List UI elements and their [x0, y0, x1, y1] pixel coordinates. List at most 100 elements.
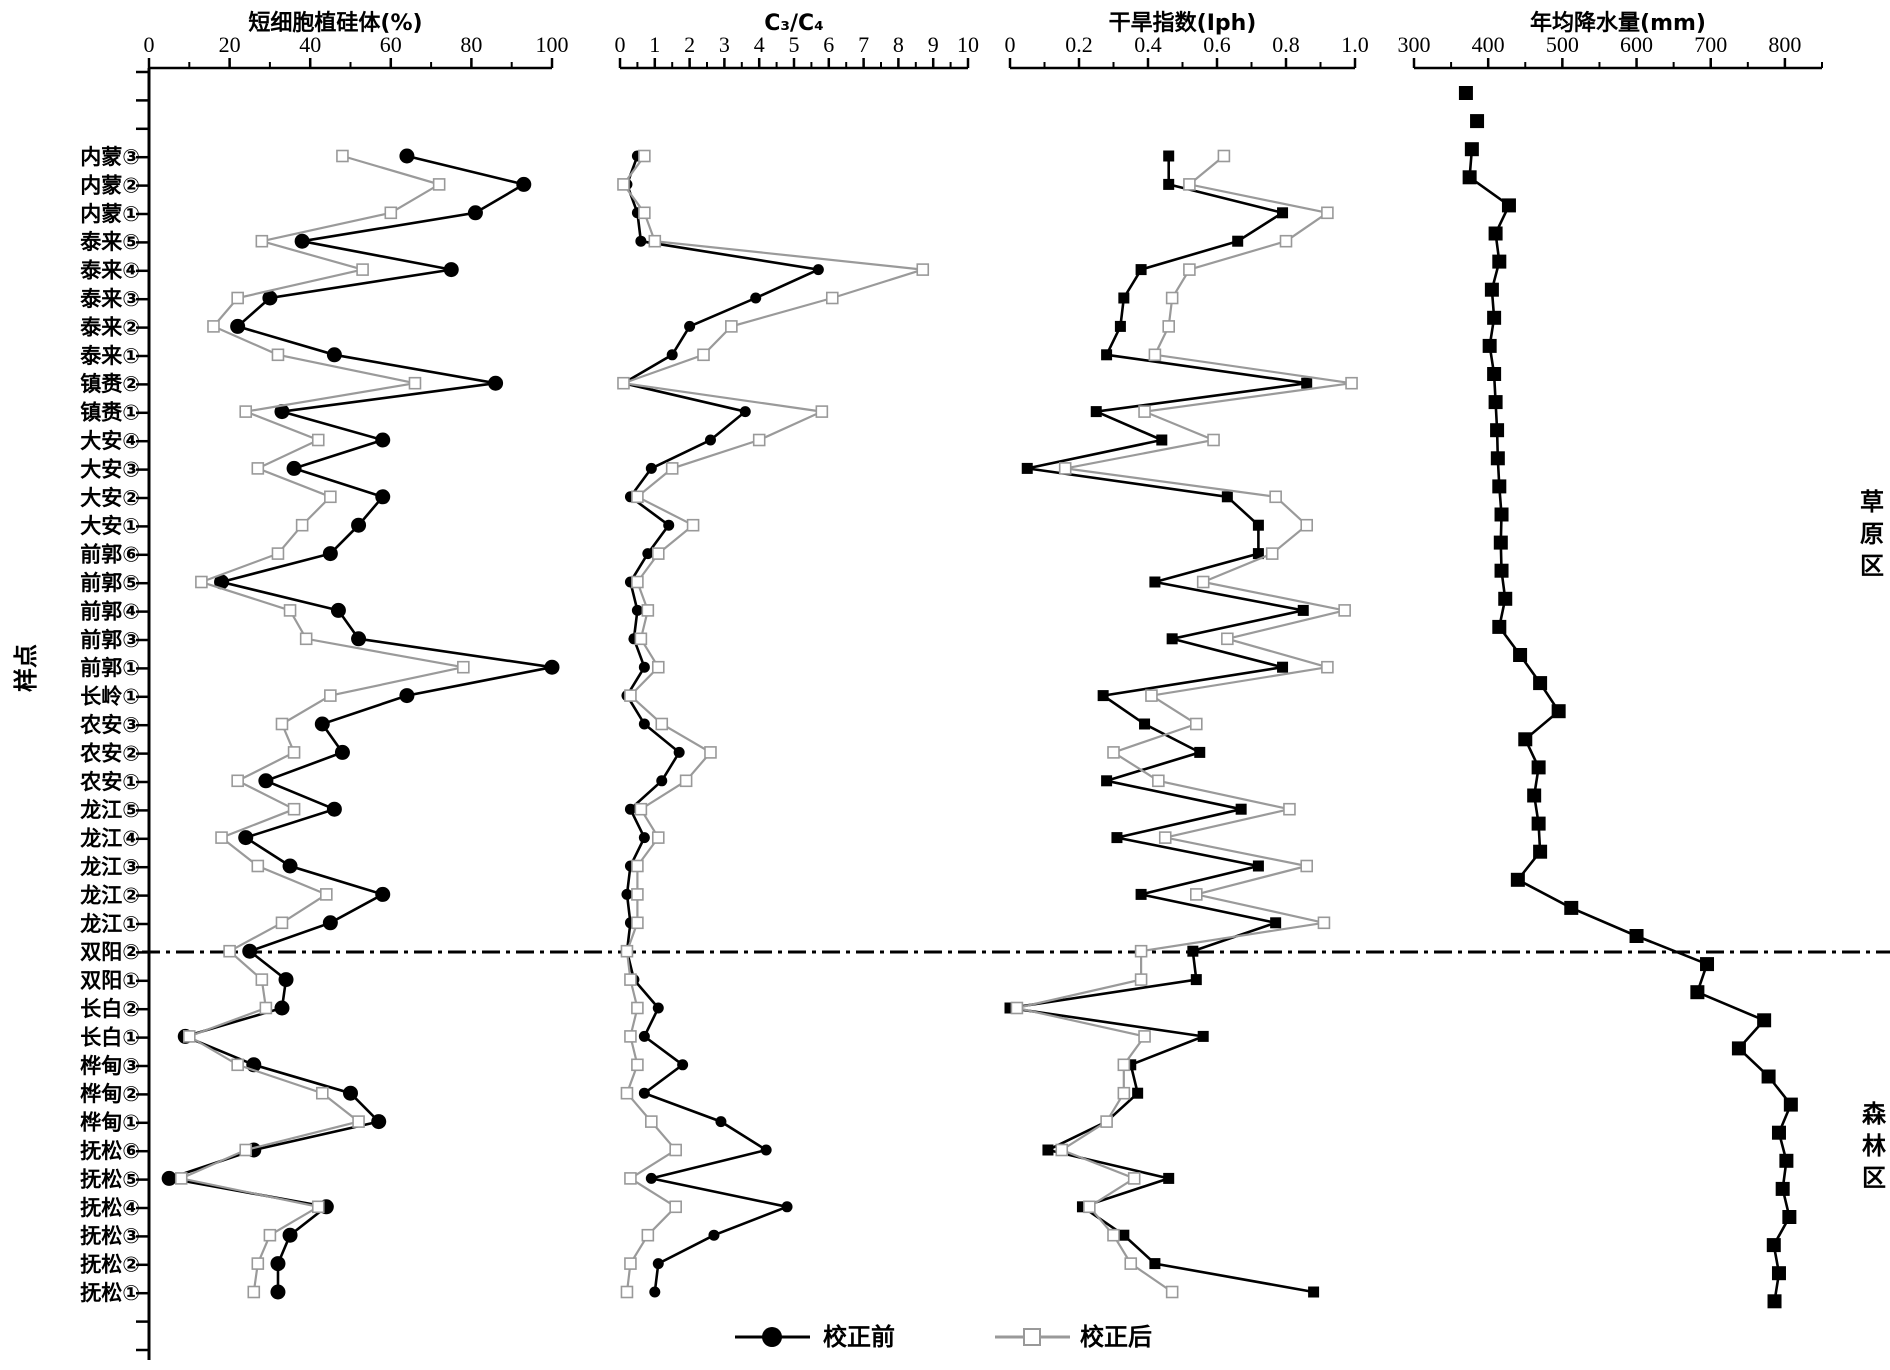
- data-point-open-square: [1134, 944, 1148, 958]
- data-point-open-square: [1183, 178, 1196, 191]
- data-point-open-square: [239, 405, 253, 418]
- site-label: 镇赉①: [80, 401, 140, 425]
- tick-label: 0: [615, 32, 626, 57]
- data-point-circle: [282, 1227, 298, 1243]
- data-point-square: [1490, 451, 1505, 466]
- data-point-open-square: [631, 859, 644, 873]
- site-label: 大安②: [80, 486, 140, 510]
- data-point-open-square: [1165, 291, 1179, 305]
- site-label: 龙江⑤: [80, 798, 140, 822]
- data-point-open-square: [1265, 547, 1279, 560]
- data-point-circle: [314, 716, 330, 732]
- data-point-square: [1492, 619, 1507, 634]
- data-point-square: [1518, 732, 1533, 747]
- data-point-open-square: [825, 291, 839, 305]
- data-point-filled-square: [1132, 1087, 1144, 1099]
- data-point-open-square: [356, 263, 369, 276]
- data-point-open-square: [651, 660, 665, 674]
- data-point-circle: [645, 1172, 657, 1184]
- site-label: 前郭③: [80, 628, 140, 652]
- data-point-open-square: [620, 944, 634, 958]
- data-point-open-square: [1124, 1257, 1138, 1270]
- axes: 内蒙③ 内蒙② 内蒙① 泰来⑤ 泰来④ 泰来③ 泰来② 泰来① 镇赉② 镇赉① 大安④ 大安③ 大安② 大…: [79, 10, 1890, 1360]
- data-point-open-square: [311, 433, 325, 447]
- site-label: 桦甸①: [80, 1111, 140, 1135]
- data-point-filled-square: [1252, 548, 1264, 560]
- data-point-open-square: [239, 1143, 253, 1157]
- data-point-filled-square: [1076, 1201, 1088, 1213]
- data-point-circle: [760, 1144, 772, 1156]
- data-point-square: [1501, 198, 1516, 213]
- data-point-open-square: [1127, 1172, 1141, 1185]
- data-point-open-square: [432, 178, 446, 191]
- data-point-square: [1771, 1125, 1786, 1140]
- data-point-open-square: [631, 490, 644, 504]
- data-point-circle: [781, 1201, 793, 1213]
- data-point-filled-square: [1190, 974, 1202, 986]
- tick-label: 10: [957, 32, 979, 57]
- tick-label: 9: [928, 32, 939, 57]
- data-point-circle: [488, 375, 504, 391]
- site-label: 泰来①: [79, 344, 140, 368]
- site-label: 长白②: [80, 997, 140, 1021]
- data-point-circle: [375, 432, 391, 448]
- data-point-open-square: [223, 944, 236, 958]
- data-point-circle: [343, 1085, 358, 1101]
- data-point-square: [1533, 844, 1548, 859]
- data-point-open-square: [624, 1257, 637, 1270]
- data-point-open-square: [1183, 263, 1196, 276]
- data-point-open-square: [651, 831, 665, 844]
- data-point-circle: [652, 1258, 664, 1270]
- site-label: 抚松④: [80, 1196, 140, 1220]
- data-point-open-square: [1345, 376, 1358, 390]
- site-label: 泰来⑤: [79, 230, 140, 254]
- site-label: 抚松②: [80, 1253, 140, 1277]
- data-point-filled-square: [1101, 775, 1113, 787]
- site-label: 泰来④: [79, 259, 140, 283]
- tick-label: 500: [1546, 32, 1579, 57]
- data-point-open-square: [324, 490, 337, 504]
- series-line: [1016, 155, 1352, 1293]
- data-point-square: [1470, 114, 1485, 129]
- data-point-circle: [326, 801, 342, 817]
- data-point-open-square: [315, 1086, 329, 1100]
- data-point-circle: [645, 462, 657, 474]
- data-point-open-square: [247, 1285, 261, 1299]
- data-point-open-square: [295, 518, 309, 532]
- data-point-circle: [677, 1059, 689, 1071]
- data-point-open-square: [1152, 774, 1165, 788]
- data-point-filled-square: [1097, 690, 1109, 702]
- data-point-open-square: [1083, 1200, 1096, 1214]
- data-point-open-square: [617, 178, 630, 191]
- data-point-open-square: [665, 462, 679, 475]
- data-point-filled-square: [1101, 349, 1113, 361]
- data-point-open-square: [704, 746, 717, 759]
- data-point-filled-square: [1139, 718, 1151, 730]
- tick-label: 2: [684, 32, 695, 57]
- data-point-filled-square: [1125, 1059, 1137, 1071]
- tick-label: 60: [380, 32, 402, 57]
- data-point-open-square: [1138, 405, 1151, 418]
- data-point-circle: [371, 1114, 387, 1130]
- data-point-filled-square: [1297, 604, 1309, 616]
- data-point-circle: [704, 434, 716, 446]
- data-point-circle: [673, 746, 685, 758]
- data-point-circle: [282, 858, 298, 874]
- data-point-open-square: [1158, 831, 1172, 844]
- data-point-filled-square: [1149, 576, 1161, 588]
- data-point-circle: [739, 406, 751, 418]
- data-point-circle: [375, 886, 391, 902]
- data-point-open-square: [251, 859, 265, 873]
- data-point-circle: [351, 517, 367, 533]
- data-point-open-square: [1317, 916, 1331, 930]
- data-point-square: [1531, 816, 1546, 831]
- data-point-circle: [161, 1170, 177, 1186]
- data-point-circle: [270, 1284, 286, 1300]
- legend-marker-after: [1023, 1328, 1041, 1346]
- data-point-open-square: [1055, 1143, 1069, 1157]
- site-label: 农安①: [79, 770, 140, 794]
- data-point-filled-square: [1156, 434, 1168, 446]
- data-point-open-square: [651, 547, 665, 560]
- data-point-circle: [399, 688, 415, 704]
